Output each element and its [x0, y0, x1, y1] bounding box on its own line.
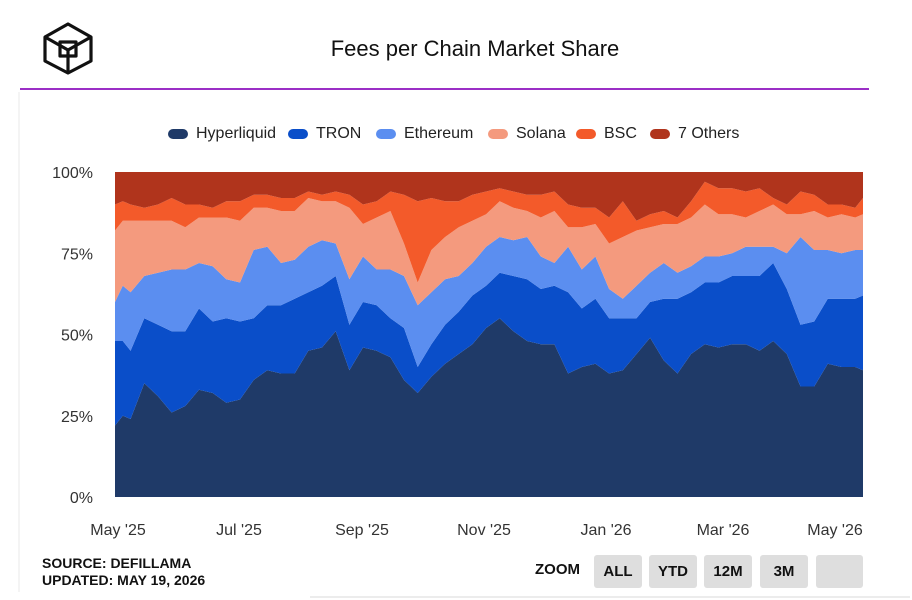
legend-swatch [488, 129, 508, 139]
legend-label: Solana [516, 125, 566, 142]
legend-item[interactable]: BSC [576, 124, 637, 144]
area-series-tron [115, 263, 863, 426]
zoom-custom-button[interactable] [816, 555, 863, 588]
legend-label: Hyperliquid [196, 125, 277, 142]
source-line: SOURCE: DEFILLAMA [42, 555, 192, 571]
legend-swatch [168, 129, 188, 139]
x-tick-label: Mar '26 [697, 522, 750, 539]
x-tick-label: Jan '26 [580, 522, 631, 539]
y-tick-label: 25% [61, 409, 93, 426]
x-tick-label: May '25 [90, 522, 146, 539]
legend-swatch [576, 129, 596, 139]
area-series-hyperliquid [115, 318, 863, 497]
legend-label: BSC [604, 125, 637, 142]
legend-label: Ethereum [404, 125, 474, 142]
defillama-logo [43, 22, 93, 75]
legend-item[interactable]: TRON [288, 124, 361, 144]
zoom-12m-button[interactable]: 12M [704, 555, 752, 588]
x-tick-label: Nov '25 [457, 522, 511, 539]
legend-label: TRON [316, 125, 362, 142]
title-divider [20, 88, 869, 90]
bottom-divider [310, 596, 910, 598]
area-series-bsc [115, 181, 863, 283]
legend-swatch [288, 129, 308, 139]
y-tick-label: 75% [61, 246, 93, 263]
updated-line: UPDATED: MAY 19, 2026 [42, 572, 206, 588]
zoom-3m-button[interactable]: 3M [760, 555, 808, 588]
area-series-ethereum [115, 237, 863, 367]
legend-item[interactable]: Hyperliquid [168, 124, 276, 144]
legend-swatch [650, 129, 670, 139]
legend-item[interactable]: Ethereum [376, 124, 473, 144]
zoom-all-button[interactable]: ALL [594, 555, 642, 588]
area-series-7-others [115, 172, 863, 221]
chart-title: Fees per Chain Market Share [330, 36, 620, 61]
zoom-label: ZOOM [535, 561, 580, 578]
panel-edge [18, 92, 20, 592]
legend-item[interactable]: 7 Others [650, 124, 739, 144]
x-tick-label: Jul '25 [216, 522, 262, 539]
legend-item[interactable]: Solana [488, 124, 566, 144]
y-tick-label: 0% [70, 490, 93, 507]
zoom-ytd-button[interactable]: YTD [649, 555, 697, 588]
chart-legend: Hyperliquid TRON Ethereum Solana BSC 7 Others [0, 124, 912, 144]
legend-swatch [376, 129, 396, 139]
legend-label: 7 Others [678, 125, 740, 142]
area-series-solana [115, 198, 863, 306]
x-tick-label: Sep '25 [335, 522, 389, 539]
source-note: SOURCE: DEFILLAMA UPDATED: MAY 19, 2026 [42, 555, 205, 589]
y-tick-label: 100% [52, 165, 93, 182]
y-tick-label: 50% [61, 328, 93, 345]
x-tick-label: May '26 [807, 522, 863, 539]
